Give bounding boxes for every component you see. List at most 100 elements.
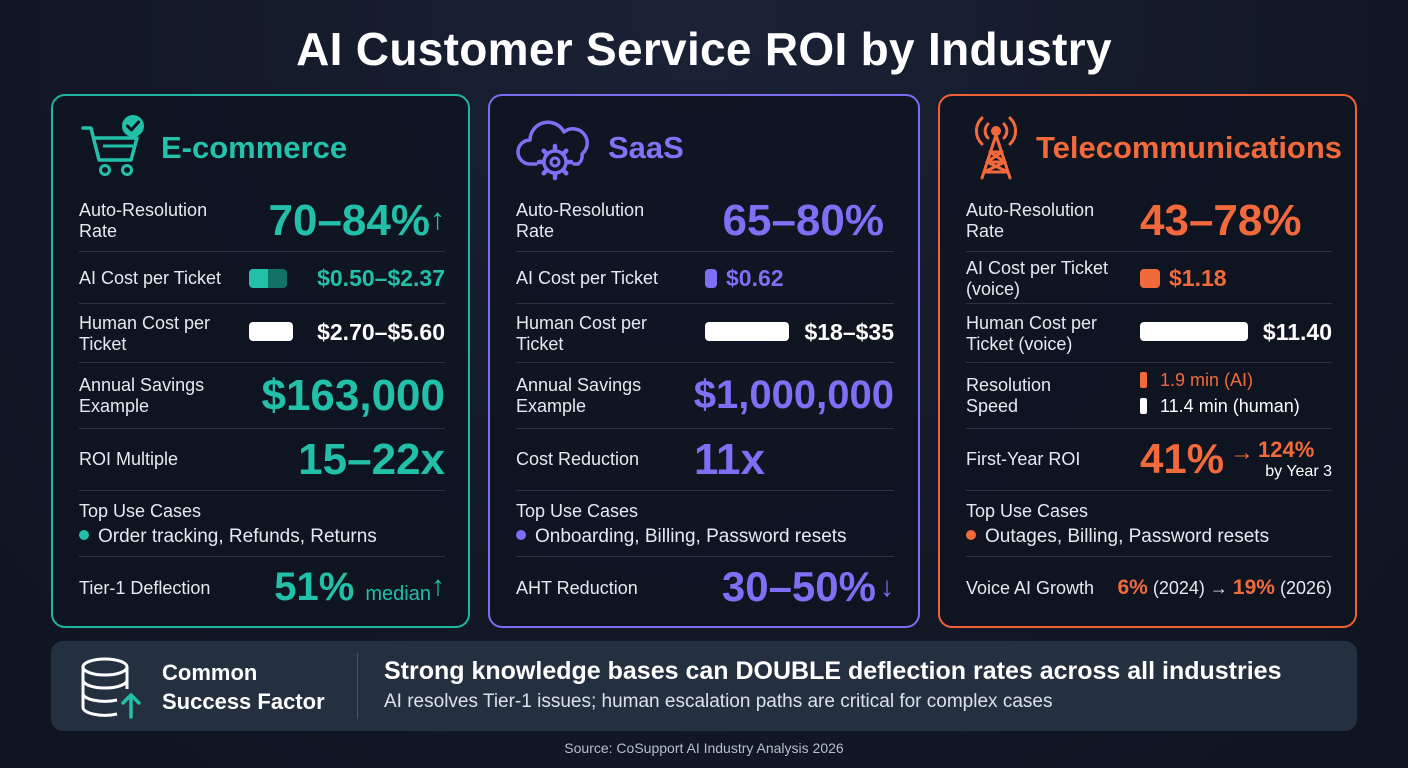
telecom-speed-row: Resolution Speed 1.9 min (AI) 11.4 min (…	[966, 363, 1332, 429]
human-cost-bar	[1140, 322, 1248, 341]
human-cost-label: Human Cost per Ticket	[79, 313, 211, 354]
first-year-roi-label: First-Year ROI	[966, 449, 1081, 469]
ecommerce-use-cases-row: Top Use Cases Order tracking, Refunds, R…	[79, 491, 445, 557]
speed-ai-bar	[1140, 372, 1147, 388]
voice-growth-value: 6% (2024) → 19% (2026)	[1117, 576, 1332, 599]
aht-reduction-value: 30–50% ↓	[721, 563, 894, 610]
speed-ai-value: 1.9 min (AI)	[1160, 370, 1254, 390]
human-cost-label: Human Cost per Ticket (voice)	[966, 313, 1098, 354]
use-cases-label: Top Use Cases	[79, 501, 202, 521]
auto-resolution-value: 70–84%↑	[268, 196, 445, 245]
database-arrow-icon	[81, 657, 141, 719]
aht-reduction-label: AHT Reduction	[516, 578, 638, 598]
auto-resolution-value: 43–78%	[1140, 196, 1302, 245]
telecom-auto-resolution-row: Auto-Resolution Rate 43–78%	[966, 192, 1332, 252]
auto-resolution-value: 65–80%	[722, 196, 884, 245]
auto-resolution-label: Auto-Resolution Rate	[79, 200, 208, 241]
roi-label: ROI Multiple	[79, 449, 179, 469]
ecommerce-title: E-commerce	[161, 130, 348, 165]
ecommerce-roi-row: ROI Multiple 15–22x	[79, 429, 445, 491]
human-cost-value: $11.40	[1262, 319, 1332, 345]
savings-value: $163,000	[261, 371, 445, 420]
saas-card: SaaS Auto-Resolution Rate 65–80% AI Cost…	[488, 94, 920, 628]
telecom-roi-row: First-Year ROI 41% → 124% by Year 3	[966, 429, 1332, 491]
deflection-label: Tier-1 Deflection	[79, 578, 211, 598]
savings-value: $1,000,000	[693, 373, 894, 417]
cloud-gear-icon	[516, 120, 589, 181]
speed-human-bar	[1140, 398, 1147, 414]
ai-cost-value: $1.18	[1169, 265, 1227, 291]
ecommerce-header: E-commerce	[79, 114, 459, 182]
cost-reduction-value: 11x	[694, 435, 765, 484]
human-cost-label: Human Cost per Ticket	[516, 313, 648, 354]
human-cost-bar	[705, 322, 789, 341]
saas-auto-resolution-row: Auto-Resolution Rate 65–80%	[516, 192, 894, 252]
telecom-title: Telecommunications	[1036, 130, 1343, 165]
ai-cost-bar	[249, 269, 287, 288]
first-year-roi-value: 41%	[1140, 435, 1225, 482]
human-cost-value: $18–$35	[804, 319, 894, 345]
auto-resolution-label: Auto-Resolution Rate	[516, 200, 645, 241]
use-cases-label: Top Use Cases	[516, 501, 639, 521]
ai-cost-label: AI Cost per Ticket	[516, 268, 659, 288]
use-cases-list: Outages, Billing, Password resets	[966, 526, 1269, 547]
ai-cost-bar	[705, 269, 717, 288]
source-note: Source: CoSupport AI Industry Analysis 2…	[564, 740, 844, 756]
auto-resolution-label: Auto-Resolution Rate	[966, 200, 1095, 241]
speed-human-value: 11.4 min (human)	[1160, 396, 1300, 416]
ai-cost-value: $0.50–$2.37	[317, 265, 445, 291]
saas-ai-cost-row: AI Cost per Ticket $0.62	[516, 252, 894, 304]
saas-use-cases-row: Top Use Cases Onboarding, Billing, Passw…	[516, 491, 894, 557]
year3-roi-label: by Year 3	[1265, 463, 1332, 480]
voice-growth-label: Voice AI Growth	[966, 578, 1095, 598]
human-cost-value: $2.70–$5.60	[317, 319, 445, 345]
savings-label: Annual Savings Example	[79, 375, 205, 416]
telecom-header: Telecommunications	[966, 114, 1346, 182]
saas-savings-row: Annual Savings Example $1,000,000	[516, 363, 894, 429]
deflection-value: 51% median↑	[274, 565, 445, 609]
telecom-ai-cost-row: AI Cost per Ticket (voice) $1.18	[966, 252, 1332, 304]
success-factor-subline: AI resolves Tier-1 issues; human escalat…	[384, 691, 1053, 712]
ecommerce-auto-resolution-row: Auto-Resolution Rate 70–84%↑	[79, 192, 445, 252]
roi-value: 15–22x	[298, 435, 445, 484]
success-factor-label: Common Success Factor	[162, 660, 325, 714]
divider	[357, 653, 358, 719]
use-cases-list: Order tracking, Refunds, Returns	[79, 526, 377, 547]
use-cases-label: Top Use Cases	[966, 501, 1089, 521]
saas-title: SaaS	[608, 130, 684, 165]
telecom-card: Telecommunications Auto-Resolution Rate …	[938, 94, 1357, 628]
ecommerce-ai-cost-row: AI Cost per Ticket $0.50–$2.37	[79, 252, 445, 304]
down-arrow-icon: ↓	[880, 571, 894, 602]
ecommerce-deflection-row: Tier-1 Deflection 51% median↑	[79, 557, 445, 619]
success-factor-headline: Strong knowledge bases can DOUBLE deflec…	[384, 657, 1282, 685]
cost-reduction-label: Cost Reduction	[516, 449, 640, 469]
human-cost-bar	[249, 322, 293, 341]
ecommerce-human-cost-row: Human Cost per Ticket $2.70–$5.60	[79, 304, 445, 363]
ai-cost-value: $0.62	[726, 265, 784, 291]
up-arrow-icon: ↑	[431, 570, 445, 601]
ecommerce-card: E-commerce Auto-Resolution Rate 70–84%↑ …	[51, 94, 470, 628]
saas-header: SaaS	[516, 114, 896, 182]
ecommerce-savings-row: Annual Savings Example $163,000	[79, 363, 445, 429]
savings-label: Annual Savings Example	[516, 375, 642, 416]
ai-cost-label: AI Cost per Ticket (voice)	[966, 258, 1109, 299]
saas-human-cost-row: Human Cost per Ticket $18–$35	[516, 304, 894, 363]
ai-cost-bar	[1140, 269, 1160, 288]
bullet-dot	[516, 529, 526, 540]
telecom-use-cases-row: Top Use Cases Outages, Billing, Password…	[966, 491, 1332, 557]
ai-cost-label: AI Cost per Ticket	[79, 268, 222, 288]
saas-reduction-row: Cost Reduction 11x	[516, 429, 894, 491]
success-factor-banner: Common Success Factor Strong knowledge b…	[51, 641, 1357, 731]
telecom-human-cost-row: Human Cost per Ticket (voice) $11.40	[966, 304, 1332, 363]
up-arrow-icon: ↑	[430, 203, 445, 236]
right-arrow-icon: →	[1209, 578, 1228, 598]
bullet-dot	[79, 529, 89, 540]
year3-roi-value: 124%	[1258, 437, 1315, 462]
telecom-voice-row: Voice AI Growth 6% (2024) → 19% (2026)	[966, 557, 1332, 619]
bullet-dot	[966, 529, 976, 540]
cart-check-icon	[81, 115, 144, 176]
use-cases-list: Onboarding, Billing, Password resets	[516, 526, 847, 547]
saas-aht-row: AHT Reduction 30–50% ↓	[516, 557, 894, 619]
page-title: AI Customer Service ROI by Industry	[296, 23, 1112, 75]
resolution-speed-label: Resolution Speed	[966, 375, 1052, 416]
